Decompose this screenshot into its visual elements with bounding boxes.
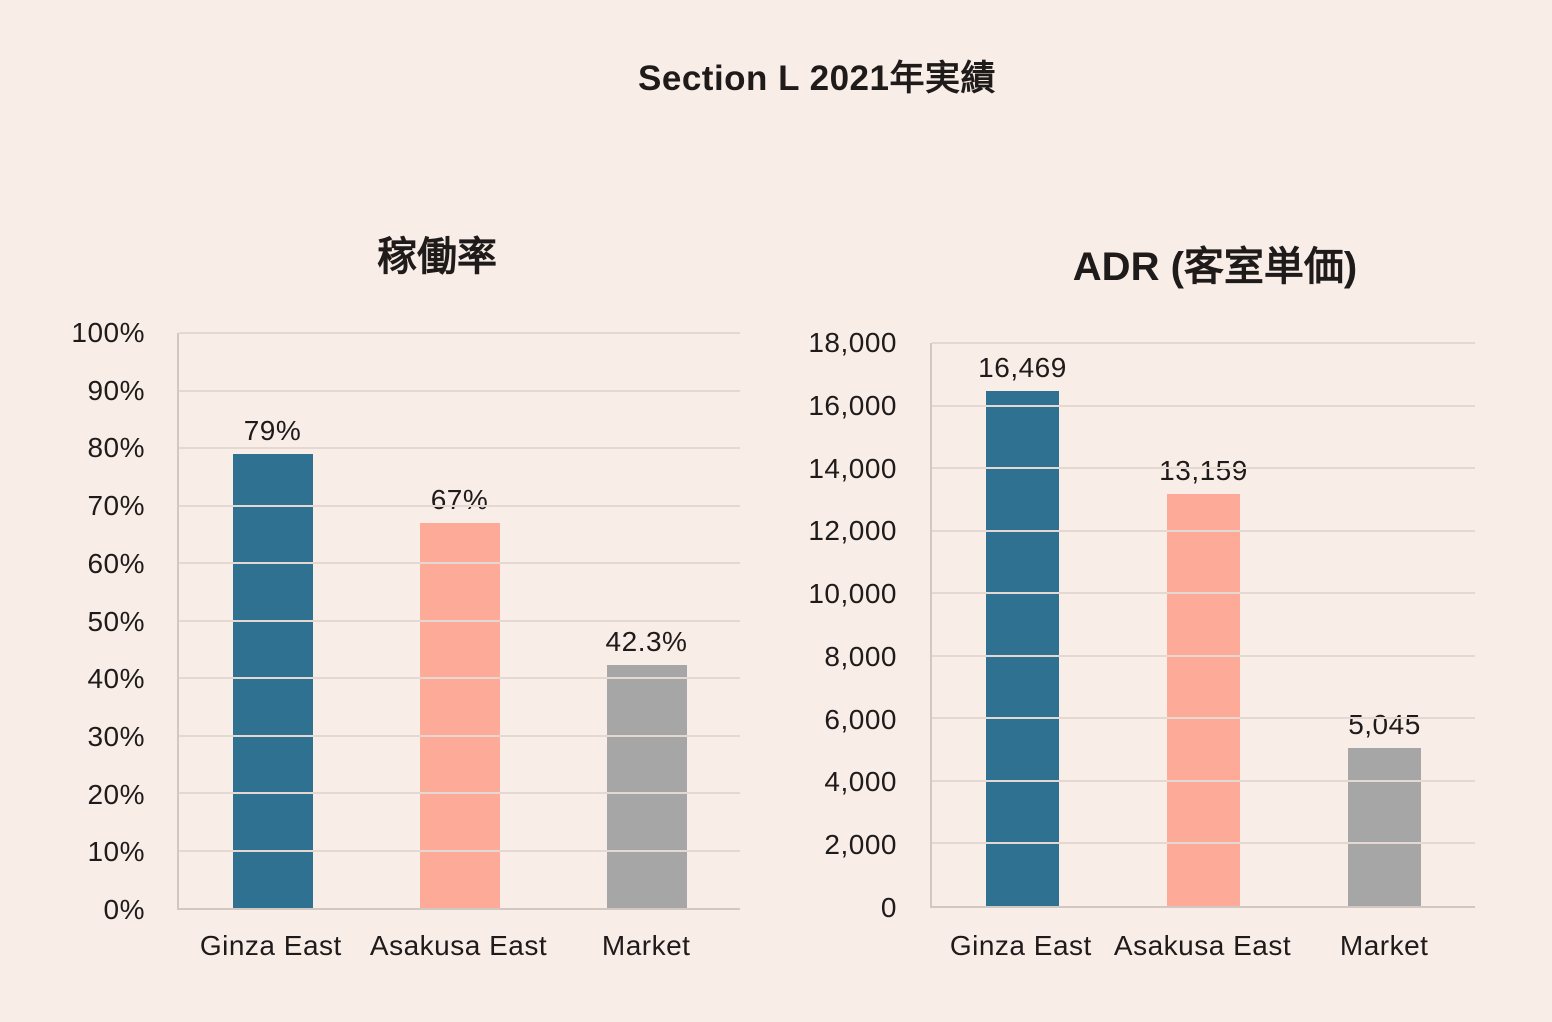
bar-slot: 16,469: [932, 343, 1113, 906]
bars-container: 79% 67% 42.3%: [179, 333, 740, 908]
y-axis-tick-label: 4,000: [824, 766, 897, 798]
y-axis-tick-label: 10%: [87, 836, 145, 868]
y-axis-tick-label: 70%: [87, 490, 145, 522]
gridline: [179, 619, 740, 622]
bar-slot: 13,159: [1113, 343, 1294, 906]
y-axis-tick-label: 14,000: [808, 452, 897, 484]
x-axis-category-label: Ginza East: [199, 930, 342, 961]
x-axis-category-label: Asakusa East: [369, 930, 548, 961]
page-title: Section L 2021年実績: [638, 59, 996, 98]
bar-asakusa-east: [419, 522, 500, 908]
gridline: [932, 529, 1475, 532]
bar-value-label: 42.3%: [605, 625, 688, 657]
gridline: [179, 447, 740, 449]
bar-slot: 5,045: [1294, 343, 1475, 906]
chart-title: ADR (客室単価): [1072, 245, 1358, 289]
chart-title: 稼働率: [377, 235, 497, 279]
y-axis-tick-label: 10,000: [808, 578, 897, 610]
bar-slot: 79%: [179, 333, 366, 908]
y-axis-tick-label: 90%: [87, 374, 145, 406]
x-axis-category-label: Market: [601, 930, 691, 961]
gridline: [179, 332, 740, 334]
y-axis-tick-label: 50%: [87, 605, 145, 637]
gridline: [932, 654, 1475, 657]
y-axis-tick-label: 8,000: [824, 640, 897, 672]
y-axis-tick-label: 100%: [71, 317, 145, 348]
bar-ginza-east: [232, 453, 313, 908]
y-axis-tick-label: 6,000: [824, 703, 897, 735]
x-axis-category-label: Asakusa East: [1113, 930, 1292, 961]
gridline: [179, 389, 740, 392]
gridline: [179, 792, 740, 794]
gridline: [179, 849, 740, 852]
bar-slot: 67%: [366, 333, 553, 908]
y-axis-tick-label: 40%: [87, 663, 145, 695]
gridline: [932, 467, 1475, 470]
x-axis: Ginza East Asakusa East Market: [177, 930, 740, 962]
x-axis-category-label: Market: [1339, 930, 1429, 961]
gridline: [932, 592, 1475, 595]
y-axis: 18,000 16,000 14,000 12,000 10,000 8,000 6,000…: [760, 327, 897, 923]
y-axis-tick-label: 60%: [87, 547, 145, 579]
plot-area: 16,469 13,159 5,045: [930, 342, 1475, 908]
y-axis-tick-label: 80%: [87, 432, 145, 464]
x-axis: Ginza East Asakusa East Market: [930, 930, 1475, 962]
bars-container: 16,469 13,159 5,045: [932, 343, 1475, 906]
bar-value-label: 79%: [243, 414, 302, 446]
bar-value-label: 67%: [430, 483, 489, 515]
bar-value-label: 16,469: [978, 351, 1067, 383]
gridline: [932, 342, 1475, 344]
gridline: [179, 734, 740, 737]
bar-slot: 42.3%: [553, 333, 740, 908]
x-axis-category-label: Ginza East: [949, 930, 1092, 961]
gridline: [179, 677, 740, 679]
plot-area: 79% 67% 42.3%: [177, 332, 740, 910]
gridline: [932, 404, 1475, 407]
y-axis-tick-label: 0%: [103, 894, 145, 925]
gridline: [932, 779, 1475, 782]
bar-market: [1348, 748, 1421, 906]
bar-asakusa-east: [1167, 494, 1240, 906]
y-axis-tick-label: 30%: [87, 720, 145, 752]
y-axis-tick-label: 0: [880, 892, 897, 923]
y-axis-tick-label: 18,000: [808, 327, 897, 358]
y-axis-tick-label: 12,000: [808, 515, 897, 547]
gridline: [932, 717, 1475, 720]
y-axis-tick-label: 2,000: [824, 829, 897, 861]
gridline: [932, 842, 1475, 845]
gridline: [179, 562, 740, 564]
y-axis-tick-label: 16,000: [808, 389, 897, 421]
y-axis-tick-label: 20%: [87, 778, 145, 810]
y-axis: 100% 90% 80% 70% 60% 50% 40% 30% 20% 10% 0%: [30, 317, 145, 925]
bar-market: [606, 664, 687, 908]
bar-value-label: 13,159: [1159, 455, 1248, 487]
bar-value-label: 5,045: [1348, 709, 1421, 741]
gridline: [179, 504, 740, 507]
bar-ginza-east: [986, 390, 1059, 906]
